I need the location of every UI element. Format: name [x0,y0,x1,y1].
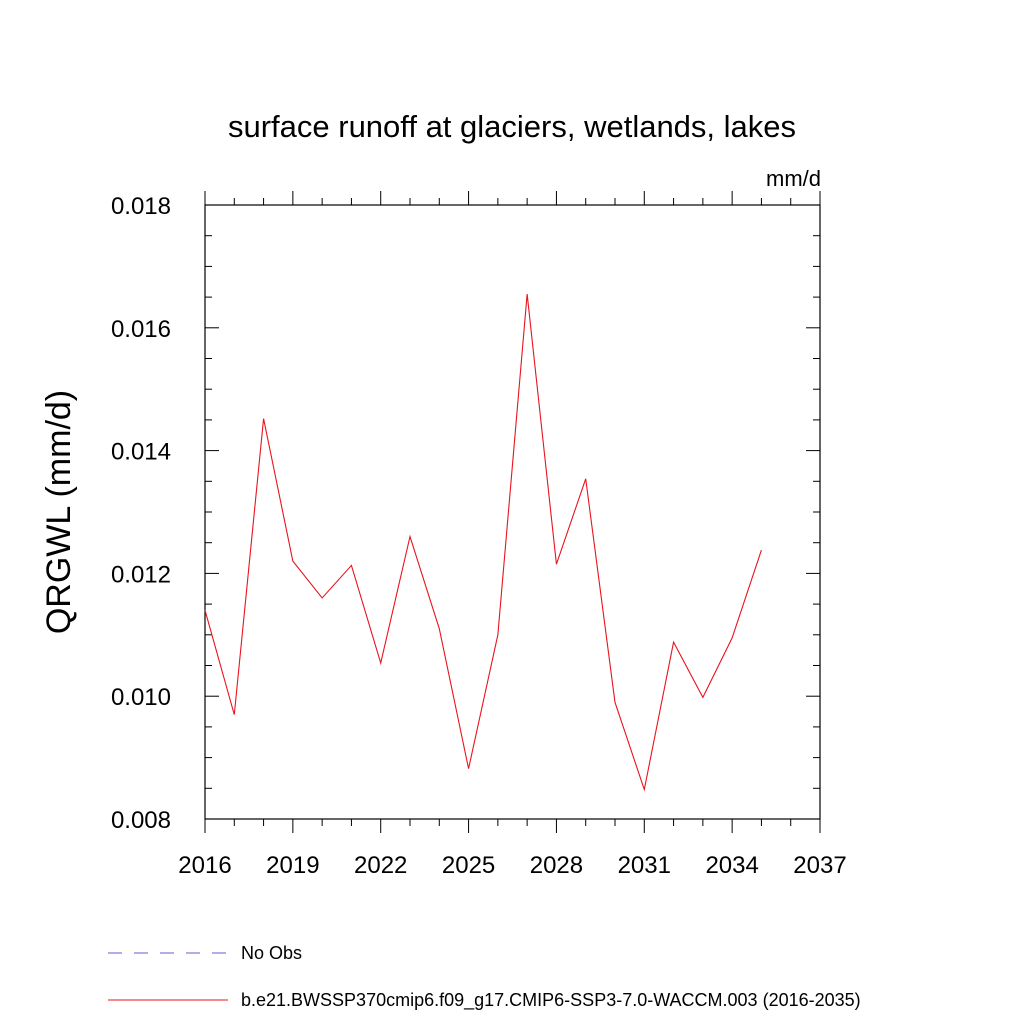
x-tick-label: 2028 [530,852,583,879]
y-axis-ticks: 0.008 0.010 0.012 0.014 0.016 0.018 [111,193,820,834]
y-tick-label: 0.018 [111,193,171,220]
units-label: mm/d [766,166,821,191]
y-tick-label: 0.010 [111,684,171,711]
legend-label-0: No Obs [241,943,302,963]
series-line-1 [204,293,762,792]
y-tick-label: 0.014 [111,439,171,466]
legend-label-1: b.e21.BWSSP370cmip6.f09_g17.CMIP6-SSP3-7… [241,990,861,1011]
plot-frame [204,204,821,820]
x-tick-label: 2016 [178,852,231,879]
legend: No Obs b.e21.BWSSP370cmip6.f09_g17.CMIP6-… [108,943,861,1011]
series-layer [204,293,762,792]
x-tick-label: 2037 [793,852,846,879]
x-tick-label: 2034 [705,852,758,879]
x-axis-ticks: 2016 2019 2022 2025 2028 2031 2034 2037 [178,191,847,879]
chart-title: surface runoff at glaciers, wetlands, la… [228,109,796,144]
x-tick-label: 2031 [618,852,671,879]
y-tick-label: 0.016 [111,316,171,343]
y-tick-label: 0.012 [111,561,171,588]
plot-border [204,204,821,820]
x-tick-label: 2019 [266,852,319,879]
y-tick-label: 0.008 [111,807,171,834]
x-tick-label: 2022 [354,852,407,879]
y-axis-label: QRGWL (mm/d) [40,390,78,634]
x-tick-label: 2025 [442,852,495,879]
